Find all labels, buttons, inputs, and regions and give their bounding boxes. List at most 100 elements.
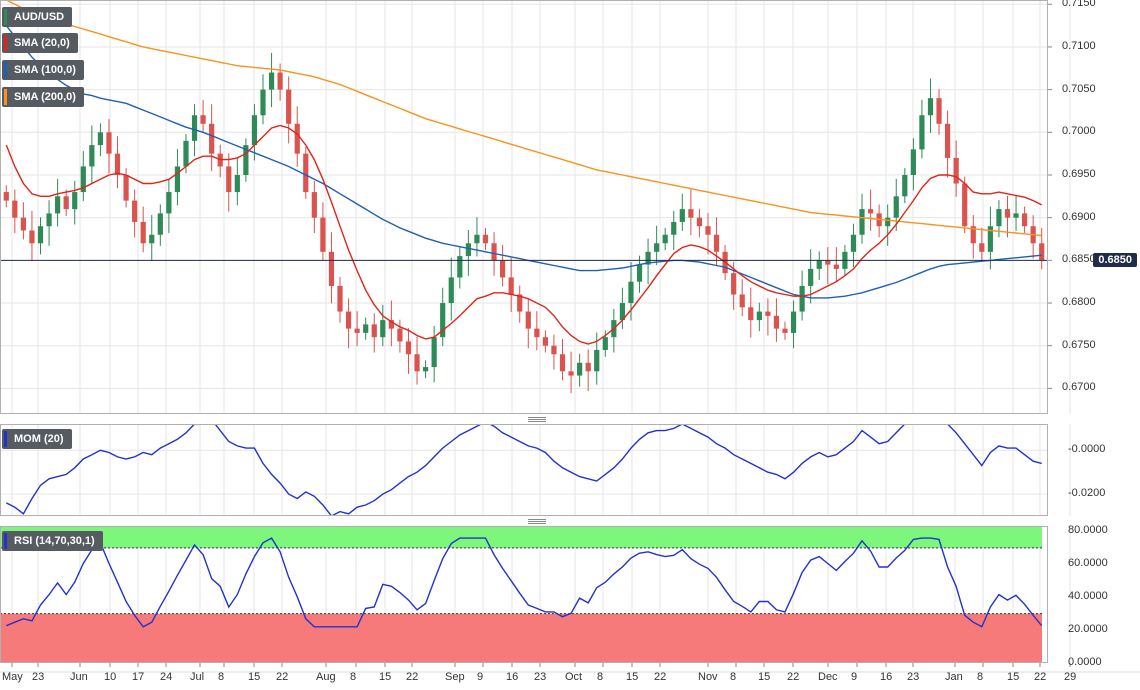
date-tick-label: Oct	[565, 671, 583, 683]
candle-body	[457, 256, 463, 278]
price-tick-label: 0.7050	[1062, 82, 1096, 95]
candle-body	[833, 264, 839, 269]
candle	[294, 106, 300, 167]
date-tick-label: 17	[132, 671, 145, 683]
candle	[559, 338, 566, 381]
legend-sma100[interactable]: SMA (100,0)	[2, 60, 84, 80]
candle	[268, 52, 275, 108]
candle	[63, 189, 69, 216]
candle-body	[448, 277, 454, 304]
legend-sma200[interactable]: SMA (200,0)	[2, 87, 84, 107]
rsi-tick-label: 60.0000	[1068, 557, 1108, 570]
candle-body	[525, 311, 531, 329]
candle-body	[3, 192, 9, 201]
candle-body	[594, 349, 600, 372]
candle-body	[320, 217, 326, 252]
date-tick-label: Jul	[190, 671, 205, 683]
candle-body	[345, 311, 352, 329]
candle	[106, 119, 112, 174]
candle-body	[551, 345, 557, 355]
candle-body	[328, 251, 335, 286]
candle	[363, 317, 369, 340]
date-tick-label: 23	[32, 671, 45, 683]
candle	[174, 148, 181, 206]
candle-body	[97, 132, 104, 146]
candle	[20, 202, 26, 240]
candle-body	[645, 251, 651, 265]
candle	[765, 298, 771, 336]
candle-body	[568, 371, 574, 376]
date-tick-label: 8	[977, 671, 984, 683]
candle	[414, 336, 420, 385]
candle-body	[354, 328, 360, 333]
candle-body	[277, 72, 283, 90]
candle	[303, 146, 309, 199]
rsi-line	[6, 537, 1043, 628]
candle-body	[337, 285, 343, 312]
candle-body	[936, 98, 942, 124]
candle-body	[157, 213, 163, 235]
candle-body	[885, 217, 891, 227]
candle-body	[114, 153, 121, 175]
candle	[72, 180, 78, 225]
candle	[696, 208, 703, 238]
candle-body	[20, 217, 26, 231]
candle-body	[799, 285, 805, 312]
rsi-panel-tag[interactable]: RSI (14,70,30,1)	[2, 531, 103, 551]
mom-panel-tag[interactable]: MOM (20)	[2, 429, 72, 449]
candle	[431, 326, 437, 383]
rsi-tick-label: 80.0000	[1068, 524, 1108, 537]
price-tick-label: 0.6750	[1062, 338, 1096, 351]
date-tick-label: Jun	[70, 671, 88, 683]
candle	[1022, 206, 1028, 234]
candle-body	[773, 315, 780, 329]
candle	[311, 180, 317, 234]
panel-resize-handle[interactable]	[528, 519, 546, 525]
symbol-tag[interactable]: AUD/USD	[2, 7, 73, 27]
rsi-tick-label: 0.0000	[1068, 656, 1102, 668]
candle	[354, 311, 360, 347]
candle	[671, 210, 677, 251]
candle-body	[756, 311, 762, 321]
candle-body	[380, 320, 386, 338]
candle	[654, 225, 660, 266]
candle-body	[679, 209, 685, 222]
candle	[944, 110, 951, 178]
candle	[876, 204, 882, 238]
candle-body	[577, 362, 583, 376]
date-tick-label: 8	[730, 671, 737, 683]
date-tick-label: 22	[276, 671, 289, 683]
panel-resize-handle[interactable]	[528, 417, 546, 423]
candle	[405, 328, 412, 374]
sma20-line	[5, 124, 1043, 345]
date-tick-label: 22	[787, 671, 800, 683]
candle-body	[962, 183, 968, 227]
candle	[157, 204, 163, 246]
candle	[645, 238, 651, 285]
candle	[226, 153, 232, 212]
rsi-tick-label: 20.0000	[1068, 623, 1108, 636]
candle	[1013, 195, 1019, 231]
candle-body	[662, 234, 668, 244]
candle-body	[440, 303, 446, 338]
candle	[825, 247, 831, 285]
candle	[756, 302, 762, 332]
candle-body	[251, 115, 258, 146]
candle	[217, 144, 223, 178]
legend-sma20[interactable]: SMA (20,0)	[2, 33, 78, 53]
candle-body	[987, 226, 993, 252]
candle-body	[602, 337, 608, 350]
candle	[619, 287, 626, 330]
date-tick-label: 16	[880, 671, 893, 683]
candle	[200, 99, 206, 133]
candle	[508, 257, 514, 312]
date-tick-label: Dec	[818, 671, 838, 683]
candle	[551, 334, 557, 370]
candle-body	[902, 174, 908, 197]
candle	[286, 76, 292, 144]
candle	[448, 257, 454, 321]
date-tick-label: 8	[218, 671, 225, 683]
candle	[234, 157, 240, 206]
candle	[1004, 195, 1011, 238]
